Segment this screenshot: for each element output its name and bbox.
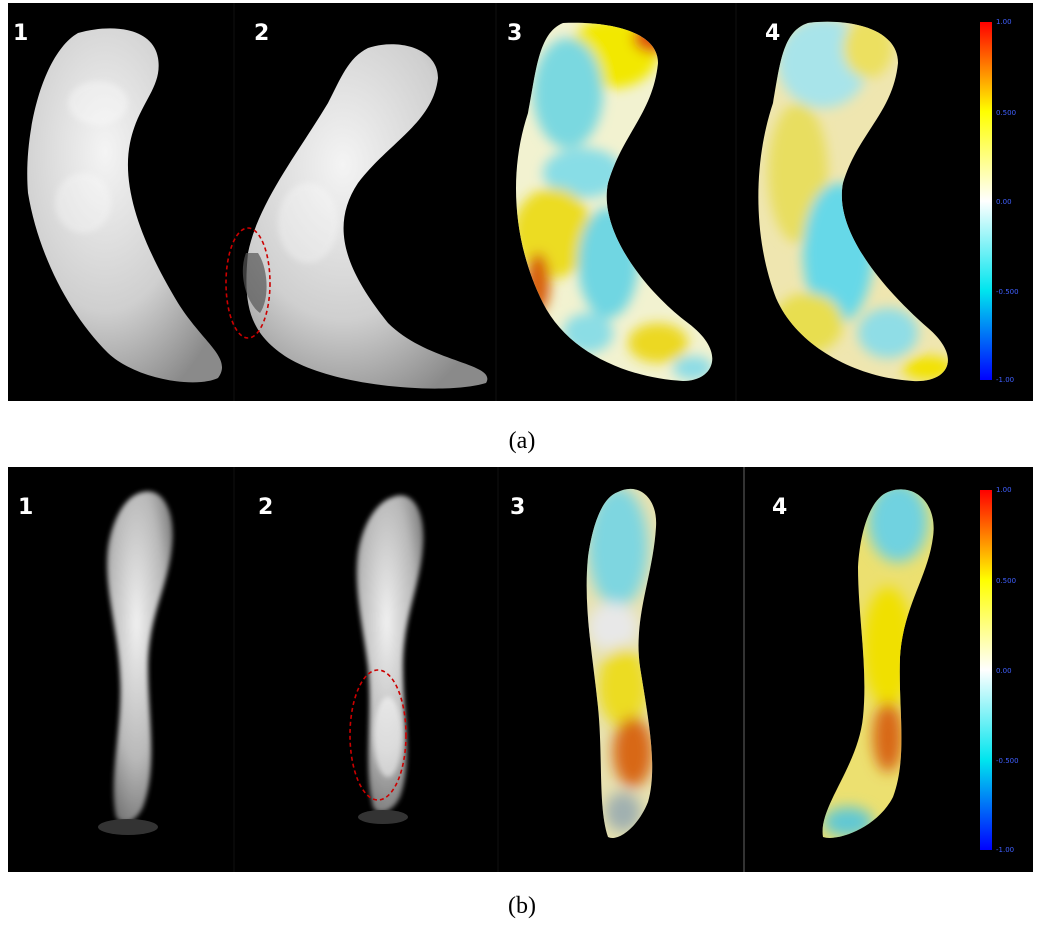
view-number-3: 3 bbox=[507, 21, 523, 46]
colorbar-b-min-label: -1.00 bbox=[996, 846, 1015, 854]
caption-b: (b) bbox=[508, 893, 536, 919]
colorbar-a-min-label: -1.00 bbox=[996, 376, 1015, 384]
colorbar-b-max-label: 1.00 bbox=[996, 486, 1012, 494]
view-4-surface-b bbox=[822, 489, 934, 838]
view-1-surface-b bbox=[98, 491, 173, 835]
colorbar-b-upper-label: 0.500 bbox=[996, 577, 1017, 585]
view-number-3-b: 3 bbox=[510, 495, 526, 520]
figure-panel-b: 1 2 3 4 1.00 0.500 0.00 -0.500 -1.00 bbox=[8, 467, 1033, 872]
view-number-1-b: 1 bbox=[18, 495, 34, 520]
highlight-ellipse-b bbox=[349, 669, 407, 801]
colorbar-a-upper-label: 0.500 bbox=[996, 109, 1017, 117]
view-number-4-b: 4 bbox=[772, 495, 788, 520]
view-3-surface bbox=[516, 22, 713, 382]
view-number-1: 1 bbox=[13, 21, 29, 46]
colorbar-a-lower-label: -0.500 bbox=[996, 288, 1019, 296]
panel-b-surfaces bbox=[98, 467, 992, 872]
view-number-2: 2 bbox=[254, 21, 270, 46]
panel-a-surfaces bbox=[27, 3, 992, 401]
caption-a: (a) bbox=[508, 428, 536, 454]
colorbar-b-lower-label: -0.500 bbox=[996, 757, 1019, 765]
view-3-surface-b bbox=[586, 488, 657, 838]
view-2-surface bbox=[242, 44, 488, 389]
colorbar-a bbox=[980, 22, 992, 380]
view-number-2-b: 2 bbox=[258, 495, 274, 520]
view-1-surface bbox=[27, 28, 223, 383]
colorbar-a-mid-label: 0.00 bbox=[996, 198, 1012, 206]
view-4-surface bbox=[758, 21, 948, 382]
figure-panel-a: 1 2 3 4 1.00 0.500 0.00 -0.500 -1.00 bbox=[8, 3, 1033, 401]
colorbar-b bbox=[980, 490, 992, 850]
view-number-4: 4 bbox=[765, 21, 781, 46]
highlight-ellipse-a bbox=[225, 227, 271, 339]
colorbar-a-max-label: 1.00 bbox=[996, 18, 1012, 26]
view-2-surface-b bbox=[356, 495, 424, 824]
colorbar-b-mid-label: 0.00 bbox=[996, 667, 1012, 675]
